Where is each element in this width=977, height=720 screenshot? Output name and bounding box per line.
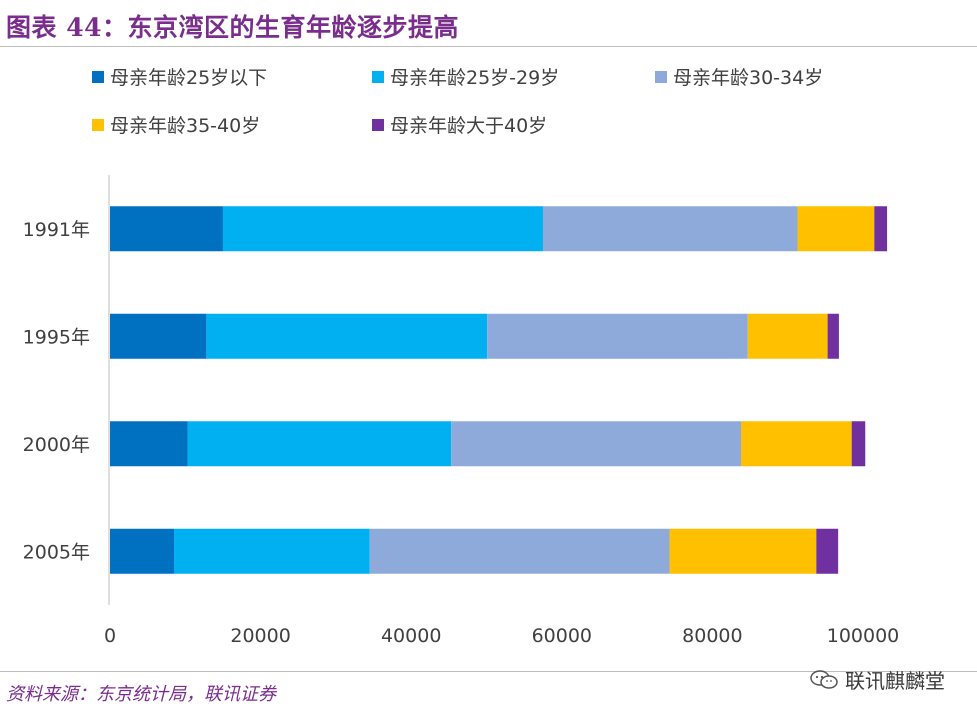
legend-item-25-29: 母亲年龄25岁-29岁: [372, 63, 559, 90]
bar-segment-2-2: [451, 421, 742, 467]
x-tick-label: 100000: [827, 625, 900, 647]
bar-segment-1-3: [747, 313, 828, 359]
legend-item-under-25: 母亲年龄25岁以下: [92, 63, 267, 90]
y-tick-label: 2005年: [23, 541, 90, 563]
legend-item-over-40: 母亲年龄大于40岁: [372, 111, 547, 138]
legend-swatch-25-29: [372, 70, 384, 83]
axes-group: 1991年 1995年 2000年 2005年 0 20000 40000 60000 8000…: [23, 175, 900, 647]
bar-group: [110, 206, 888, 574]
bar-segment-3-2: [369, 528, 670, 574]
chat-bubble-icon: [810, 669, 838, 689]
bar-segment-0-2: [542, 206, 798, 252]
bar-segment-2-4: [851, 421, 866, 467]
title-divider: [0, 46, 977, 47]
x-tick-label: 60000: [532, 625, 592, 647]
x-tick-label: 40000: [381, 625, 441, 647]
legend-item-30-34: 母亲年龄30-34岁: [655, 63, 823, 90]
bar-segment-2-0: [110, 421, 188, 467]
legend-label-35-40: 母亲年龄35-40岁: [110, 115, 261, 137]
x-tick-label: 20000: [230, 625, 290, 647]
legend-label-30-34: 母亲年龄30-34岁: [673, 67, 824, 89]
bar-segment-1-1: [206, 313, 488, 359]
y-tick-label: 1991年: [23, 219, 90, 241]
y-tick-label: 1995年: [23, 326, 90, 348]
legend-item-35-40: 母亲年龄35-40岁: [92, 111, 260, 138]
bar-segment-1-2: [487, 313, 748, 359]
legend-swatch-30-34: [655, 70, 667, 83]
x-tick-label: 80000: [682, 625, 742, 647]
legend-swatch-35-40: [92, 118, 104, 131]
legend-swatch-under-25: [92, 70, 104, 83]
legend-label-over-40: 母亲年龄大于40岁: [390, 115, 548, 137]
legend-swatch-over-40: [372, 118, 384, 131]
legend-label-25-29: 母亲年龄25岁-29岁: [390, 67, 560, 89]
bar-segment-3-0: [110, 528, 175, 574]
bar-segment-0-1: [222, 206, 543, 252]
bar-segment-3-1: [174, 528, 370, 574]
chart-title: 图表 44：东京湾区的生育年龄逐步提高: [6, 13, 459, 42]
bar-segment-0-4: [874, 206, 888, 252]
watermark: 联讯麒麟堂: [809, 665, 945, 694]
bar-segment-1-0: [110, 313, 207, 359]
x-tick-label: 0: [104, 625, 116, 647]
bar-segment-3-4: [816, 528, 839, 574]
bar-segment-2-3: [741, 421, 852, 467]
bar-segment-2-1: [187, 421, 452, 467]
watermark-label: 联讯麒麟堂: [845, 669, 945, 693]
y-tick-label: 2000年: [23, 434, 90, 456]
bar-segment-3-3: [669, 528, 817, 574]
footer-divider: [0, 671, 977, 672]
bar-segment-0-3: [797, 206, 875, 252]
bar-segment-0-0: [110, 206, 223, 252]
source-note: 资料来源：东京统计局，联讯证券: [6, 684, 276, 705]
legend-label-under-25: 母亲年龄25岁以下: [110, 67, 268, 89]
bar-segment-1-4: [827, 313, 839, 359]
